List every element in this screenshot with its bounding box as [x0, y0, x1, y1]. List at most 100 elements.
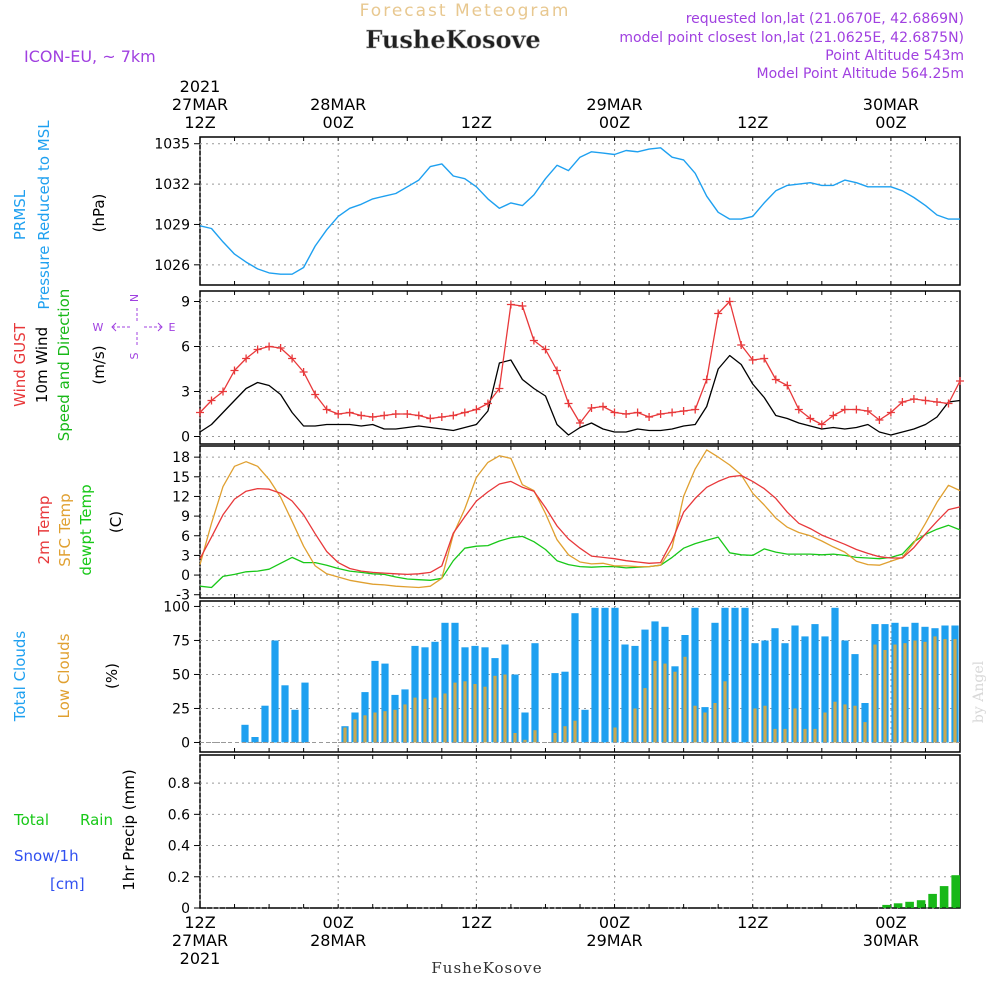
total-clouds-bar — [621, 644, 629, 743]
compass-north: N — [128, 294, 141, 302]
low-clouds-bar — [513, 733, 517, 743]
total-clouds-bar — [791, 625, 799, 743]
time-label: 12Z — [461, 913, 492, 932]
footer-location: FusheKosove — [431, 959, 542, 977]
total-clouds-bar — [631, 645, 639, 743]
temperature-unit-label: (C) — [107, 511, 125, 533]
low-clouds-bar — [343, 727, 347, 743]
low-clouds-bar — [923, 641, 927, 743]
wind-gust-point — [403, 410, 412, 418]
precip-tick-label: 0.8 — [168, 776, 190, 792]
low-clouds-bar — [913, 640, 917, 743]
time-label: 28MAR — [310, 931, 366, 950]
pressure-tick-label: 1032 — [154, 177, 190, 193]
low-clouds-bar — [823, 712, 827, 743]
wind-gust-point — [553, 366, 561, 375]
wind-gust-point — [633, 408, 642, 417]
requested-point: requested lon,lat (21.0670E, 42.6869N) — [686, 11, 964, 27]
low-clouds-bar — [903, 643, 907, 743]
time-label: 12Z — [184, 913, 215, 932]
wind-gust-point — [472, 405, 481, 414]
low-clouds-bar — [853, 705, 857, 743]
closest-point: model point closest lon,lat (21.0625E, 4… — [619, 30, 964, 46]
low-clouds-bar — [663, 663, 667, 743]
total-clouds-bar — [431, 641, 439, 743]
total-clouds-bar — [831, 607, 839, 743]
wind-gust-point — [253, 345, 262, 354]
total-clouds-bar — [241, 724, 249, 743]
panel-side-labels: PRMSL Pressure Reduced to MSL (hPa) Wind GU… — [11, 120, 138, 891]
wind-gust-point — [817, 420, 826, 429]
wind-gust-point — [760, 354, 769, 363]
wind-gust-point — [771, 375, 780, 384]
wind-gust-point — [702, 375, 711, 384]
clouds-unit-label: (%) — [103, 663, 121, 689]
compass-west: W — [93, 321, 104, 334]
wind-gust-point — [219, 387, 227, 396]
clouds-tick-label: 75 — [172, 633, 190, 649]
time-label: 00Z — [875, 913, 906, 932]
total-clouds-bar — [691, 607, 699, 743]
wind-gust-point — [426, 414, 435, 423]
wind-gust-point — [506, 300, 515, 309]
wind-gust-point — [909, 395, 918, 403]
wind-gust-point — [495, 384, 504, 393]
time-label: 28MAR — [310, 95, 366, 114]
wind-gust-point — [829, 411, 838, 420]
low-clouds-bar — [653, 660, 657, 743]
total-clouds-bar — [291, 709, 299, 743]
wind-gust-point — [875, 416, 884, 424]
low-clouds-bar — [703, 712, 707, 743]
temperature-tick-label: 6 — [181, 529, 190, 545]
low-clouds-bar — [863, 722, 867, 743]
snow-legend: Snow/1h — [14, 847, 79, 865]
total-clouds-bar — [841, 640, 849, 743]
time-label: 12Z — [737, 913, 768, 932]
low-clouds-bar — [433, 697, 437, 743]
wind-gust-point — [483, 399, 492, 408]
low-clouds-bar — [643, 688, 647, 743]
total-clouds-bar — [601, 607, 609, 743]
wind-gust-point — [794, 405, 803, 414]
time-label: 27MAR — [172, 931, 228, 950]
wind-gust-point — [737, 341, 746, 349]
wind-gust-point — [714, 309, 723, 318]
wind-label: Wind GUST — [11, 322, 29, 407]
low-clouds-bar — [953, 639, 957, 743]
pressure-tick-label: 1029 — [154, 217, 190, 233]
wind-gust-point — [725, 297, 734, 306]
pressure-label: Pressure Reduced to MSL — [35, 120, 53, 310]
location-title: FusheKosove — [365, 25, 540, 54]
wind-gust-point — [933, 398, 941, 406]
precip-axis-label: 1hr Precip (mm) — [120, 769, 138, 890]
low-clouds-bar — [723, 681, 727, 743]
low-clouds-bar — [793, 708, 797, 743]
time-label: 27MAR — [172, 95, 228, 114]
wind-gust-point — [368, 413, 377, 421]
wind-gust-point — [414, 411, 423, 420]
pressure-unit-label: (hPa) — [90, 194, 108, 233]
time-label: 00Z — [599, 113, 630, 132]
model-altitude: Model Point Altitude 564.25m — [757, 66, 964, 82]
low-clouds-bar — [883, 650, 887, 743]
wind-gust-point — [529, 336, 538, 345]
clouds-tick-label: 0 — [181, 735, 190, 751]
wind-gust-point — [276, 344, 285, 352]
watermark: by Angel — [971, 660, 987, 723]
sfc-temp-series-line — [199, 449, 961, 589]
total-clouds-bar — [411, 645, 419, 743]
compass-east: E — [169, 321, 176, 334]
wind-gust-point — [265, 342, 274, 351]
total-clouds-bar — [611, 607, 619, 743]
wind-gust-point — [518, 302, 527, 310]
time-label: 30MAR — [863, 95, 919, 114]
time-label: 2021 — [180, 77, 221, 96]
pressure-panel: 1026 1029 1032 1035 — [154, 136, 961, 286]
total-clouds-bar — [521, 712, 529, 743]
low-clouds-bar — [573, 720, 577, 743]
pressure-series-line — [199, 147, 960, 275]
clouds-tick-label: 50 — [172, 667, 190, 683]
